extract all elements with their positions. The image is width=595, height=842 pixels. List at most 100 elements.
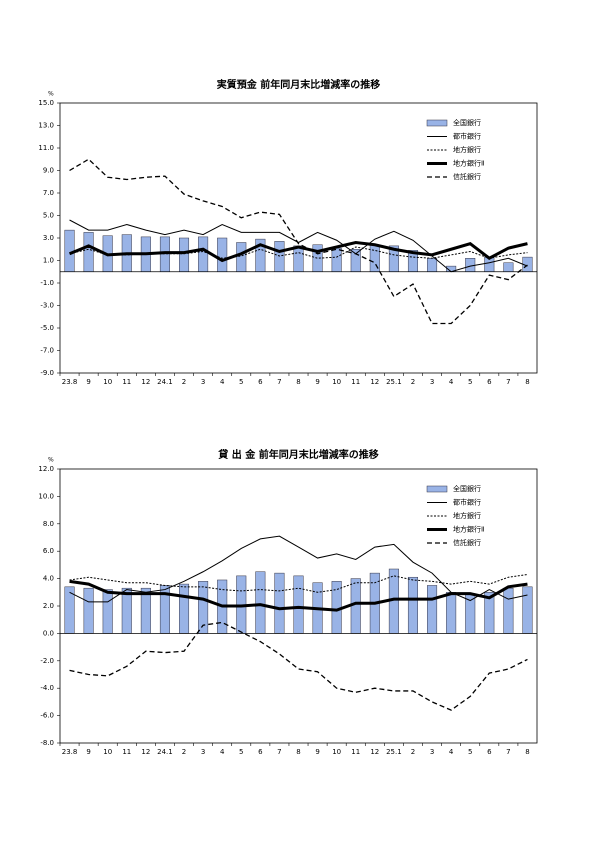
bar [522,586,533,634]
y-tick-label: -8.0 [40,739,54,747]
legend-label: 地方銀行 [453,145,481,154]
x-tick-label: 3 [430,378,434,386]
x-tick-label: 7 [277,378,281,386]
bar [83,587,94,634]
x-tick-label: 7 [506,378,510,386]
y-tick-label: 3.0 [43,234,54,242]
x-tick-label: 5 [239,378,243,386]
x-tick-label: 12 [141,378,150,386]
y-tick-label: 4.0 [43,575,54,583]
x-tick-label: 24.1 [157,378,173,386]
x-tick-label: 7 [506,748,510,756]
x-tick-label: 10 [103,748,112,756]
bar [427,258,438,272]
x-tick-label: 11 [122,378,131,386]
chart-title: 実質預金 前年同月末比増減率の推移 [217,78,380,91]
bar [293,245,304,272]
x-tick-label: 8 [525,378,529,386]
x-tick-label: 3 [201,748,205,756]
y-tick-label: 7.0 [43,189,54,197]
x-tick-label: 8 [296,748,300,756]
y-tick-label: 11.0 [38,144,54,152]
x-tick-label: 5 [239,748,243,756]
x-tick-label: 4 [449,748,454,756]
y-tick-label: 12.0 [38,465,54,473]
y-tick-label: 6.0 [43,547,54,555]
x-tick-label: 23.8 [62,378,78,386]
x-tick-label: 11 [351,378,360,386]
x-tick-label: 25.1 [386,748,402,756]
x-tick-label: 3 [430,748,434,756]
bar [274,241,285,272]
bar [312,244,323,272]
line-series [69,621,528,711]
bar [350,249,361,272]
line-series [68,240,528,263]
y-tick-label: 2.0 [43,602,54,610]
bar [446,592,457,634]
x-tick-label: 23.8 [62,748,78,756]
x-tick-label: 9 [86,378,90,386]
y-tick-label: 5.0 [43,212,54,220]
bar [503,262,514,272]
bar [179,237,190,272]
y-unit: % [48,457,54,464]
legend-swatch [426,485,448,493]
bar [83,232,94,272]
x-tick-label: 12 [370,378,379,386]
y-tick-label: 15.0 [38,99,54,107]
y-tick-label: 10.0 [38,492,54,500]
bar [293,575,304,634]
y-unit: % [48,91,54,98]
x-tick-label: 6 [258,748,263,756]
bar [198,236,209,272]
x-tick-label: 8 [525,748,529,756]
bar [255,571,266,634]
legend-label: 信託銀行 [453,172,481,181]
x-tick-label: 6 [258,378,263,386]
x-tick-label: 25.1 [386,378,402,386]
x-tick-label: 5 [468,748,472,756]
bar [427,585,438,634]
bar [274,572,285,634]
y-tick-label: 0.0 [43,629,54,637]
legend-label: 都市銀行 [453,132,481,141]
y-tick-label: -6.0 [40,712,54,720]
y-tick-label: 8.0 [43,520,54,528]
x-tick-label: 4 [449,378,454,386]
x-tick-label: 6 [487,748,492,756]
x-tick-label: 6 [487,378,492,386]
x-tick-label: 2 [411,748,415,756]
legend-label: 全国銀行 [453,484,481,493]
x-tick-label: 4 [220,378,225,386]
bar [407,576,418,634]
y-tick-label: 13.0 [38,122,54,130]
x-tick-label: 2 [411,378,415,386]
chart-title: 貸 出 金 前年同月末比増減率の推移 [217,448,378,461]
x-tick-label: 9 [86,748,90,756]
x-tick-label: 8 [296,378,300,386]
x-tick-label: 12 [141,748,150,756]
line-series [69,573,528,593]
x-tick-label: 2 [182,748,186,756]
y-tick-label: -9.0 [40,369,54,377]
x-tick-label: 9 [315,748,319,756]
x-tick-label: 24.1 [157,748,173,756]
bar [465,258,476,272]
legend-label: 全国銀行 [453,118,481,127]
legend-label: 地方銀行Ⅱ [453,159,484,168]
bar [236,242,247,272]
legend-label: 地方銀行Ⅱ [453,525,484,534]
y-tick-label: -7.0 [40,347,54,355]
x-tick-label: 11 [122,748,131,756]
bar [179,583,190,634]
legend-label: 信託銀行 [453,538,481,547]
y-tick-label: -1.0 [40,279,54,287]
legend-swatch [426,119,448,127]
x-tick-label: 2 [182,378,186,386]
bar [503,587,514,634]
y-tick-label: -2.0 [40,657,54,665]
legend-label: 都市銀行 [453,498,481,507]
bar [217,237,228,272]
x-tick-label: 10 [103,378,112,386]
